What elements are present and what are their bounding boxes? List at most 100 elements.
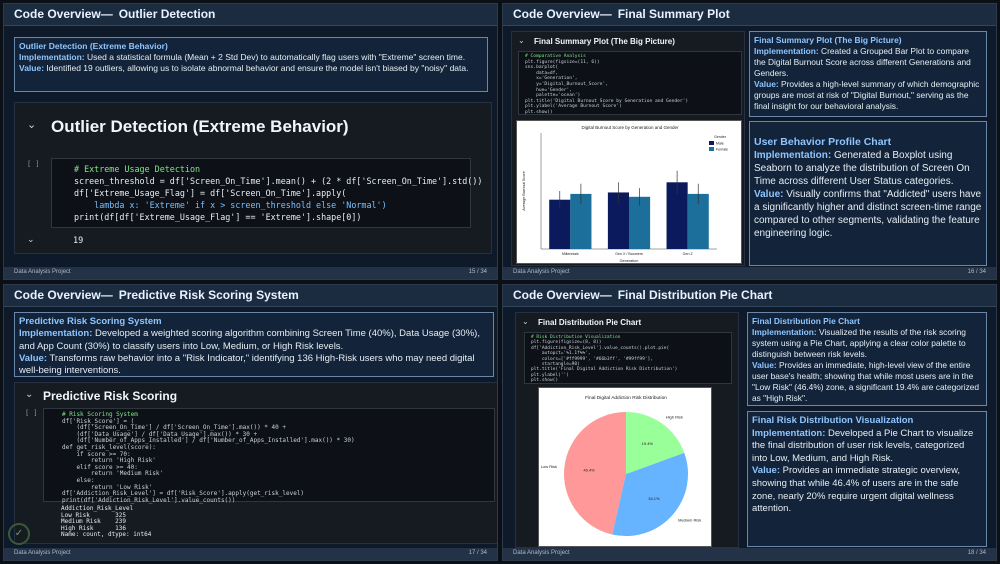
chart-title: Digital Burnout Score by Generation and … xyxy=(581,125,679,130)
chevron-down-icon[interactable]: ⌄ xyxy=(27,119,37,131)
chevron-down-icon[interactable]: ⌄ xyxy=(25,389,34,400)
page-number: 17 / 34 xyxy=(468,550,487,556)
chevron-down-icon[interactable]: ⌄ xyxy=(518,36,525,45)
header-title-prefix: Code Overview— xyxy=(513,7,612,21)
code-line: colors=['#ff9999', '#66b3ff', '#99ff99']… xyxy=(531,356,653,362)
code-line: hue='Gender', xyxy=(525,87,573,93)
code-line: plt.title('Final Digital Addiction Risk … xyxy=(531,367,678,373)
slide-final-summary-plot: Code Overview— Final Summary Plot ⌄ Final… xyxy=(502,3,997,280)
chart-title: Final Digital Addiction Risk Distributio… xyxy=(585,395,667,401)
pie-slice xyxy=(564,412,626,535)
pie-slice xyxy=(612,452,688,536)
chevron-down-icon[interactable]: ⌄ xyxy=(27,234,35,244)
code-line: Medium Risk 239 xyxy=(61,518,127,526)
legend-title: Gender xyxy=(714,135,727,139)
cell-run-prompt[interactable]: [ ] xyxy=(25,409,38,417)
slide-outlier-detection: Code Overview— Outlier Detection Outlier … xyxy=(3,3,498,280)
value-text: Transforms raw behavior into a "Risk Ind… xyxy=(19,352,475,377)
code-cell[interactable]: # Risk Scoring System df['Risk_Score'] = … xyxy=(43,408,495,504)
code-line: palette='ocean') xyxy=(525,93,581,99)
x-tick-label: Millennials xyxy=(562,252,579,256)
code-line: lambda x: 'Extreme' if x > screen_thresh… xyxy=(74,200,387,210)
notebook-panel: ⌄ Final Distribution Pie Chart # Risk Di… xyxy=(515,312,739,548)
page-number: 16 / 34 xyxy=(967,269,986,275)
pie-pct-label: 34.1% xyxy=(648,496,660,501)
pie-label: Low Risk xyxy=(541,464,557,469)
footer-text: Data Analysis Project xyxy=(14,269,71,275)
code-line: plt.show() xyxy=(531,378,559,384)
code-cell[interactable]: # Extreme Usage Detection screen_threshol… xyxy=(51,158,483,228)
bar xyxy=(629,196,651,249)
code-line: # Extreme Usage Detection xyxy=(74,164,201,174)
code-line: (df['Data_Usage'] / df['Data_Usage'].max… xyxy=(62,430,258,438)
box-title: Outlier Detection (Extreme Behavior) xyxy=(19,41,168,51)
code-line: # Comparative Analysis xyxy=(525,54,586,59)
value-text: Visually confirms that "Addicted" users … xyxy=(754,189,982,239)
cell-output: Addiction_Risk_Level Low Risk 325 Medium R… xyxy=(61,505,151,539)
footer-text: Data Analysis Project xyxy=(14,550,71,556)
value-text: Identified 19 outliers, allowing us to i… xyxy=(46,63,469,73)
pie-label: Medium Risk xyxy=(678,517,701,522)
slide-footer: Data Analysis Project 15 / 34 xyxy=(4,267,497,279)
impl-text: Developed a weighted scoring algorithm c… xyxy=(19,328,480,352)
code-line: Low Risk 325 xyxy=(61,511,127,519)
code-line: return 'High Risk' xyxy=(62,457,156,465)
header-title-prefix: Code Overview— xyxy=(14,288,113,302)
impl-label: Implementation: xyxy=(754,150,832,161)
code-line: (df['Screen_On_Time'] / df['Screen_On_Ti… xyxy=(62,424,286,432)
code-line: return 'Medium Risk' xyxy=(62,470,164,478)
value-label: Value: xyxy=(754,189,784,200)
impl-label: Implementation: xyxy=(754,46,819,56)
bar xyxy=(666,182,688,249)
pie-label: High Risk xyxy=(666,415,683,420)
code-line: plt.figure(figsize=(11, 6)) xyxy=(525,59,600,65)
notebook-heading: Outlier Detection (Extreme Behavior) xyxy=(51,117,349,136)
bar xyxy=(570,193,592,249)
notebook-panel: ⌄ Outlier Detection (Extreme Behavior) [… xyxy=(14,102,492,254)
code-line: print(df['Addiction_Risk_Level'].value_c… xyxy=(62,496,236,504)
impl-label: Implementation: xyxy=(19,52,85,62)
slide-footer: Data Analysis Project 17 / 34 xyxy=(4,548,497,560)
code-cell[interactable]: # Risk Distribution Visualization plt.fig… xyxy=(524,332,732,384)
impl-text: Developed a Pie Chart to visualize the f… xyxy=(752,427,974,464)
legend-label: Male xyxy=(716,142,724,146)
value-text: Provides a high-level summary of which d… xyxy=(754,79,980,111)
value-text: Provides an immediate strategic overview… xyxy=(752,465,961,515)
code-line: autopct='%1.1f%%', xyxy=(531,351,591,357)
legend-swatch xyxy=(709,141,714,145)
x-tick-label: Gen Z xyxy=(683,252,694,256)
bar xyxy=(549,199,571,249)
pie-pct-label: 19.4% xyxy=(642,441,654,446)
code-line: print(df[df['Extreme_Usage_Flag'] == 'Ex… xyxy=(74,212,362,222)
header-title: Predictive Risk Scoring System xyxy=(118,288,299,302)
impl-text: Created a Grouped Bar Plot to compare th… xyxy=(754,46,971,78)
risk-visualization-box: Final Risk Distribution Visualization Im… xyxy=(747,411,987,547)
code-line: screen_threshold = df['Screen_On_Time'].… xyxy=(74,176,483,186)
notebook-panel: ⌄ Predictive Risk Scoring [ ] # Risk Sco… xyxy=(14,382,497,544)
notebook-heading: Predictive Risk Scoring xyxy=(43,389,178,403)
slide-header: Code Overview— Final Summary Plot xyxy=(503,4,996,26)
box-title: Predictive Risk Scoring System xyxy=(19,316,162,327)
code-line: y='Digital_Burnout_Score', xyxy=(525,81,608,87)
chevron-down-icon[interactable]: ⌄ xyxy=(522,317,529,326)
header-title: Outlier Detection xyxy=(118,7,216,21)
bar xyxy=(687,193,709,249)
code-cell[interactable]: # Comparative Analysis plt.figure(figsize… xyxy=(518,51,742,115)
x-tick-label: Gen X / Boomers xyxy=(615,252,643,256)
bar xyxy=(607,192,629,249)
cell-run-prompt[interactable]: [ ] xyxy=(27,160,40,168)
value-label: Value: xyxy=(19,63,45,73)
code-line: plt.ylabel('Average Burnout Score') xyxy=(525,104,622,110)
value-text: Provides an immediate, high-level view o… xyxy=(752,360,980,403)
bar-chart-svg: Digital Burnout Score by Generation and … xyxy=(522,125,728,263)
value-label: Value: xyxy=(752,360,777,370)
cell-output: 19 xyxy=(73,236,84,246)
code-line: elif score >= 40: xyxy=(62,463,138,471)
value-label: Value: xyxy=(752,465,780,477)
logo-icon: ✓ xyxy=(8,523,30,545)
pie-slice xyxy=(626,412,685,474)
slide-footer: Data Analysis Project 16 / 34 xyxy=(503,267,996,279)
legend-label: Female xyxy=(716,148,728,152)
pie-chart-svg: Final Digital Addiction Risk Distributio… xyxy=(541,395,701,536)
y-axis-label: Average Burnout Score xyxy=(522,171,526,210)
